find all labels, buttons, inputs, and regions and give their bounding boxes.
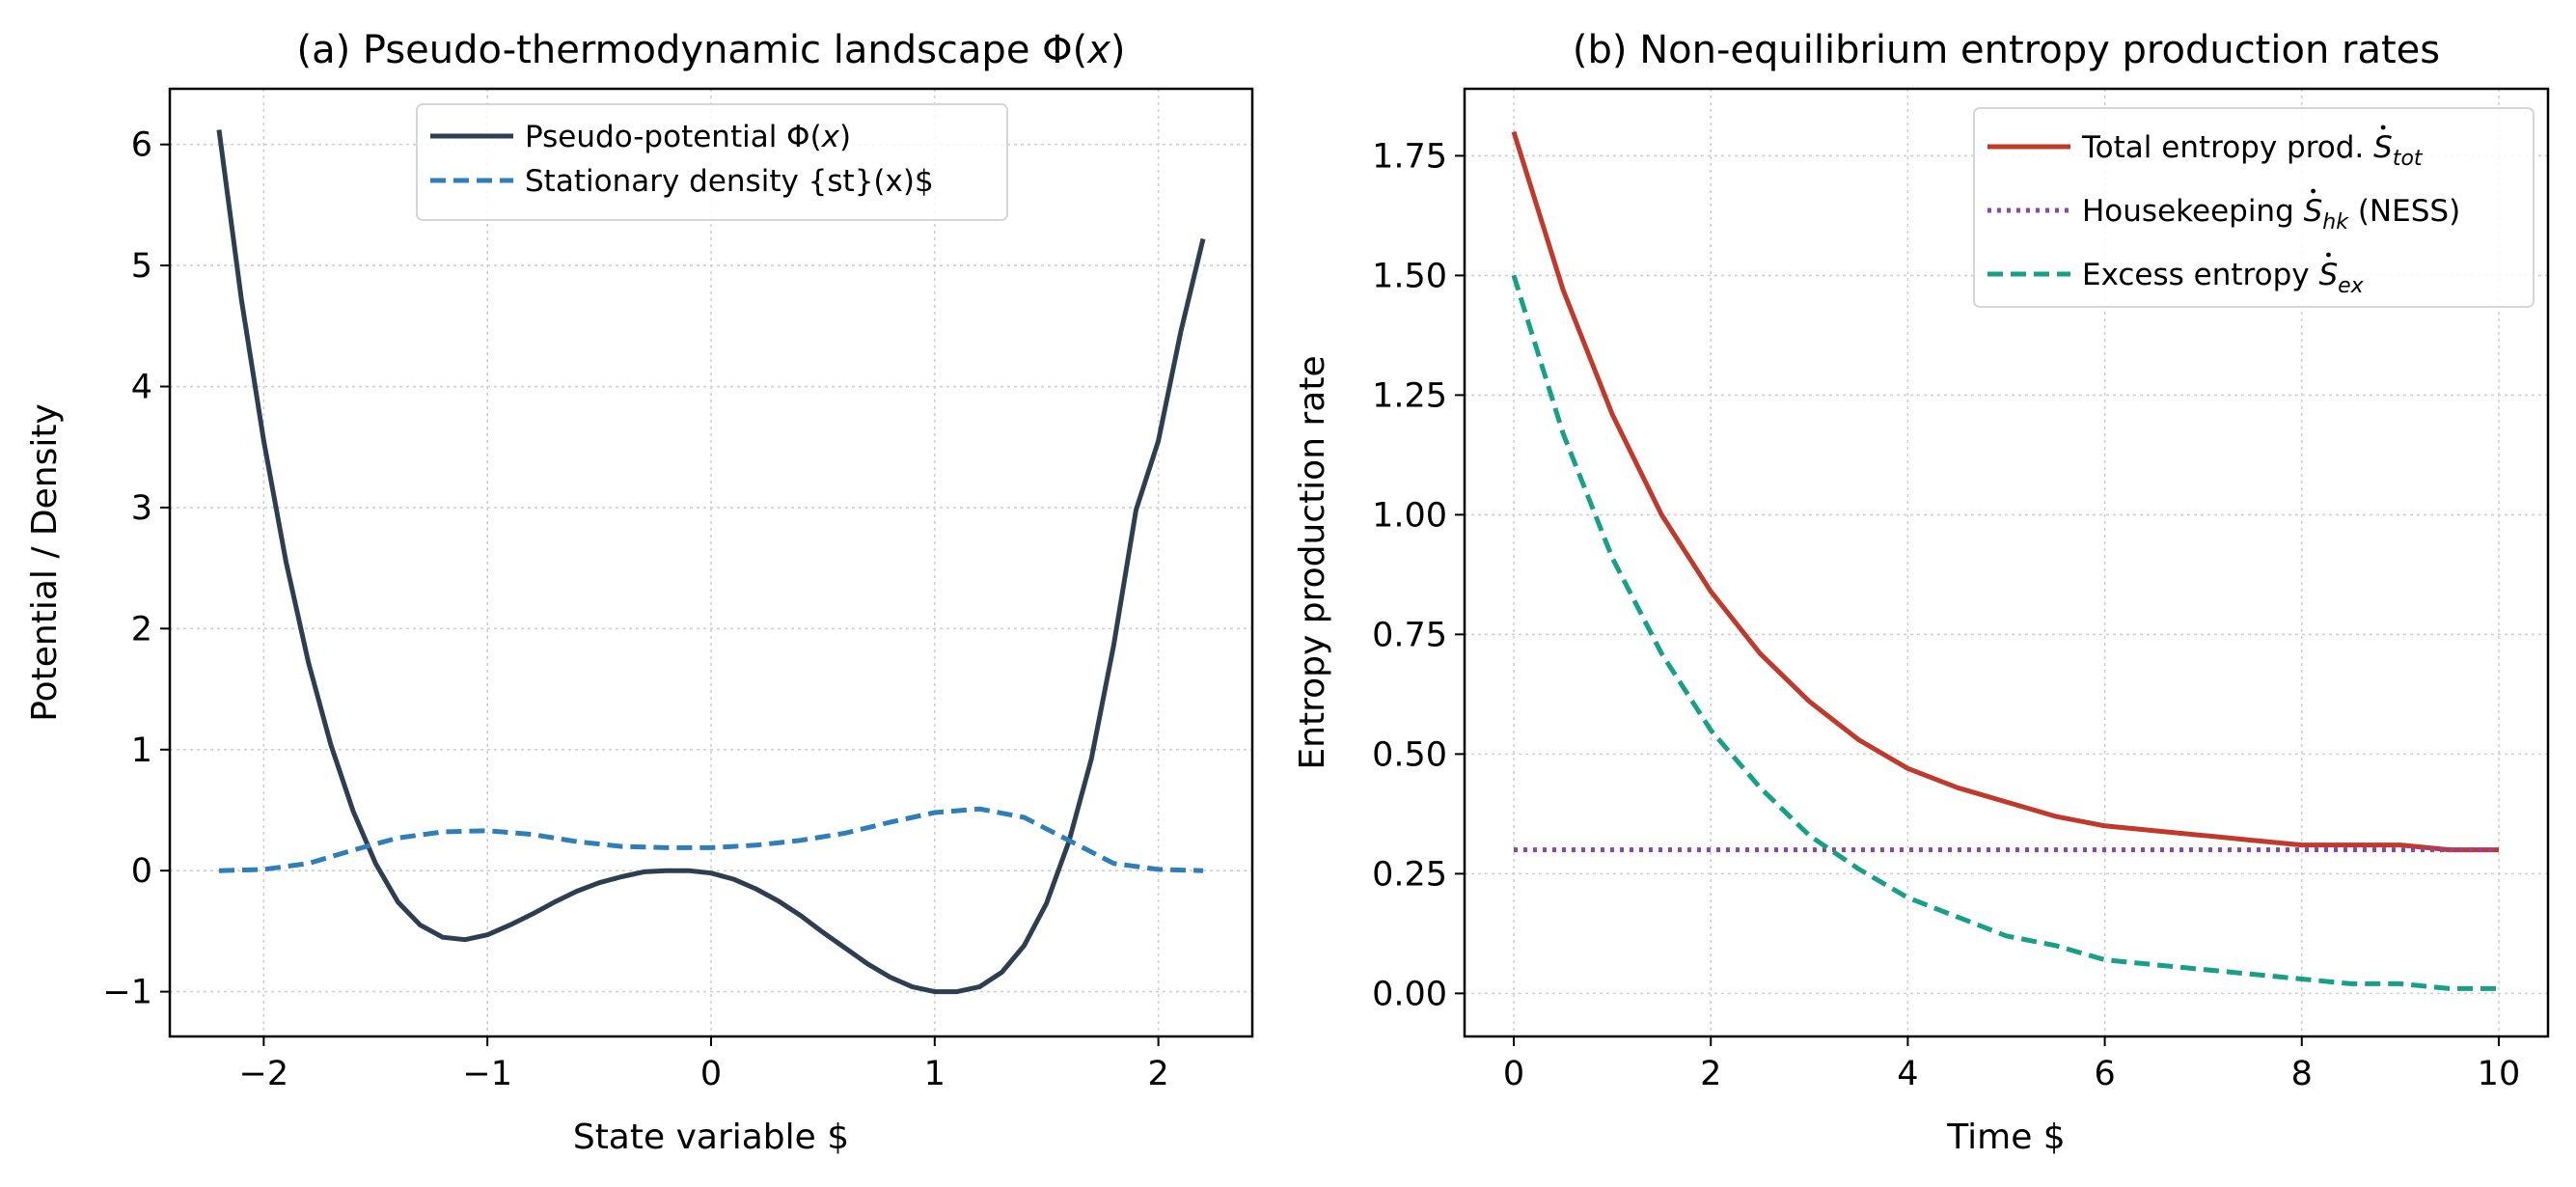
chart-title: (b) Non-equilibrium entropy production r… <box>1573 28 2440 72</box>
y-tick-label: 1.25 <box>1372 376 1447 415</box>
series-line-1 <box>218 806 1204 873</box>
y-tick-label: 1.00 <box>1372 496 1447 535</box>
plot-frame <box>1463 87 2550 1038</box>
panel-a-landscape: −2 −1 0 1 2 −1 0 1 2 3 4 5 6 (a) Pseudo-thermodynamic… <box>25 28 1254 1157</box>
y-tick-label: 6 <box>131 126 152 165</box>
panel-b-entropy: 0 2 4 6 8 10 0.00 0.25 0.50 0.75 1.00 1.25 1.50 1.75 (… <box>1293 28 2550 1157</box>
y-tick-label: 1.75 <box>1372 137 1447 176</box>
y-tick-label: 5 <box>131 247 152 286</box>
y-tick-label: 2 <box>131 610 152 649</box>
x-tick-label: 6 <box>2094 1055 2115 1093</box>
x-tick-label: 8 <box>2291 1055 2313 1093</box>
legend-label: Housekeeping Shk (NESS) <box>2082 194 2460 235</box>
legend: Total entropy prod. Stot Housekeeping Shk… <box>1973 107 2535 308</box>
legend-box <box>416 103 1008 221</box>
x-tick-label: 0 <box>1503 1055 1524 1093</box>
dot-accent <box>2380 124 2386 130</box>
dot-accent <box>2311 188 2316 194</box>
dot-accent <box>2326 252 2331 258</box>
x-axis-label: Time $ <box>1946 1118 2065 1157</box>
x-tick-label: 2 <box>1700 1055 1721 1093</box>
legend-label: Stationary density {st}(x)$ <box>525 164 934 199</box>
y-tick-label: 1.50 <box>1372 257 1447 295</box>
y-axis-label: Potential / Density <box>25 403 65 722</box>
chart-title: (a) Pseudo-thermodynamic landscape Φ(x) <box>296 28 1125 72</box>
legend-label: Total entropy prod. Stot <box>2081 130 2424 171</box>
y-tick-label: 4 <box>131 369 152 407</box>
series-line-0 <box>216 129 1206 995</box>
legend-label: Excess entropy Sex <box>2082 258 2365 298</box>
x-tick-label: 4 <box>1897 1055 1918 1093</box>
legend-label: Pseudo-potential Φ(x) <box>525 120 851 154</box>
y-tick-label: 0.50 <box>1372 735 1447 774</box>
x-tick-label: 1 <box>924 1055 945 1093</box>
y-axis-label: Entropy production rate <box>1293 355 1332 769</box>
x-axis-label: State variable $ <box>573 1118 849 1157</box>
x-tick-label: 0 <box>700 1055 722 1093</box>
x-tick-label: 10 <box>2478 1055 2521 1093</box>
y-tick-label: 0 <box>131 852 152 891</box>
x-tick-label: −1 <box>462 1055 512 1093</box>
x-tick-label: −2 <box>239 1055 289 1093</box>
y-tick-label: 0.25 <box>1372 855 1447 894</box>
legend-box <box>1973 107 2535 308</box>
y-tick-label: 3 <box>131 489 152 528</box>
series-line-2 <box>1511 274 2499 991</box>
series-line-0 <box>1511 130 2499 853</box>
legend: Pseudo-potential Φ(x) Stationary density … <box>416 103 1008 221</box>
y-tick-label: 0.75 <box>1372 616 1447 654</box>
y-tick-label: 1 <box>131 732 152 770</box>
y-tick-label: −1 <box>102 974 152 1012</box>
y-tick-label: 0.00 <box>1372 975 1447 1013</box>
x-tick-label: 2 <box>1147 1055 1168 1093</box>
